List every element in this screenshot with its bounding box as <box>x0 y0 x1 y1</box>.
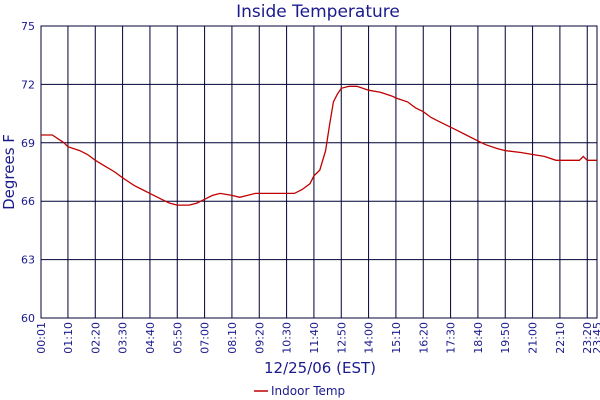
x-tick-label: 19:50 <box>499 322 512 354</box>
x-tick-label: 00:01 <box>35 322 48 354</box>
x-tick-label: 11:40 <box>308 322 321 354</box>
x-tick-label: 23:20 <box>581 322 594 354</box>
x-tick-label: 16:20 <box>417 322 430 354</box>
x-tick-label: 02:20 <box>89 322 102 354</box>
x-tick-label: 04:40 <box>144 322 157 354</box>
x-tick-label: 09:20 <box>253 322 266 354</box>
x-tick-label: 05:50 <box>171 322 184 354</box>
x-tick-label: 14:00 <box>363 322 376 354</box>
x-tick-label: 10:30 <box>281 322 294 354</box>
x-tick-label: 17:30 <box>445 322 458 354</box>
y-tick-label: 66 <box>21 195 35 208</box>
plot-frame <box>40 25 598 319</box>
x-tick-label: 03:30 <box>117 322 130 354</box>
x-axis-label: 12/25/06 (EST) <box>264 359 376 377</box>
x-tick-label: 15:10 <box>390 322 403 354</box>
chart-title: Inside Temperature <box>236 2 400 22</box>
x-tick-label: 18:40 <box>472 322 485 354</box>
y-tick-label: 75 <box>21 20 35 33</box>
x-tick-label: 07:00 <box>199 322 212 354</box>
series-layer <box>41 85 597 206</box>
x-tick-label: 22:10 <box>554 322 567 354</box>
y-tick-label: 63 <box>21 254 35 267</box>
y-axis-label: Degrees F <box>0 134 18 210</box>
series-line-indoor-temp <box>41 85 597 206</box>
x-tick-label: 21:00 <box>527 322 540 354</box>
y-tick-label: 60 <box>21 312 35 325</box>
y-tick-labels: 60 63 66 69 72 75 <box>21 20 35 325</box>
x-tick-label: 01:10 <box>62 322 75 354</box>
y-tick-label: 69 <box>21 137 35 150</box>
legend-label-indoor-temp: Indoor Temp <box>271 384 345 398</box>
y-tick-label: 72 <box>21 78 35 91</box>
x-tick-label: 12:50 <box>335 322 348 354</box>
grid-lines <box>40 25 598 319</box>
x-tick-label: 23:45 <box>591 322 600 354</box>
x-tick-labels: 00:01 01:10 02:20 03:30 04:40 05:50 07:00 08:10… <box>35 322 600 354</box>
x-tick-label: 08:10 <box>226 322 239 354</box>
legend: Indoor Temp <box>254 384 345 398</box>
